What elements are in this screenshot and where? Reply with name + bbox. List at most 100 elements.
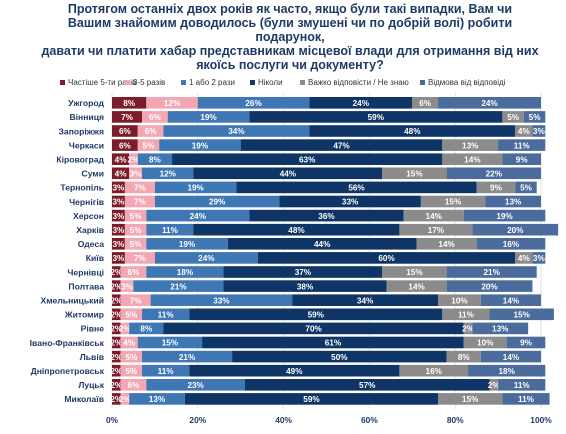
data-label: 8% bbox=[140, 325, 153, 334]
bar-segment bbox=[193, 223, 400, 236]
bar-segment bbox=[120, 393, 130, 405]
bar-segment bbox=[489, 308, 554, 321]
data-label: 8% bbox=[123, 99, 136, 108]
data-label: 49% bbox=[286, 367, 303, 376]
bar-segment bbox=[124, 195, 155, 208]
bar-segment bbox=[438, 294, 481, 306]
data-label: 2% bbox=[119, 395, 132, 404]
data-label: 5% bbox=[125, 311, 138, 320]
data-label: 3% bbox=[533, 127, 546, 136]
bar-segment bbox=[399, 364, 469, 377]
category-label: Ужгород bbox=[68, 98, 104, 108]
data-label: 47% bbox=[333, 141, 350, 150]
bar-segment bbox=[112, 195, 125, 208]
bar-segment bbox=[498, 379, 546, 391]
bar-segment bbox=[142, 167, 194, 180]
bar-segment bbox=[249, 111, 503, 123]
data-label: 5% bbox=[130, 226, 143, 235]
data-label: 59% bbox=[308, 311, 325, 320]
legend: Частіше 5-ти разів 3-5 разів 1 або 2 рази Н… bbox=[60, 76, 560, 88]
x-tick-label: 60% bbox=[361, 415, 378, 425]
data-label: 2% bbox=[110, 395, 123, 404]
x-tick-label: 0% bbox=[106, 415, 119, 425]
data-label: 19% bbox=[187, 184, 204, 193]
data-label: 13% bbox=[505, 198, 522, 207]
data-label: 7% bbox=[134, 198, 147, 207]
bar-segment bbox=[279, 195, 421, 208]
data-label: 15% bbox=[162, 339, 179, 348]
data-label: 4% bbox=[518, 127, 531, 136]
bar-segment bbox=[468, 364, 546, 377]
data-label: 15% bbox=[406, 268, 423, 277]
data-label: 56% bbox=[348, 184, 365, 193]
data-label: 5% bbox=[125, 353, 138, 362]
data-label: 21% bbox=[170, 282, 187, 291]
data-label: 3% bbox=[113, 254, 126, 263]
bar-segment bbox=[112, 308, 121, 321]
data-label: 33% bbox=[342, 198, 359, 207]
data-label: 9% bbox=[520, 339, 533, 348]
category-label: Дніпропетровськ bbox=[31, 366, 105, 376]
data-label: 16% bbox=[426, 367, 443, 376]
bar-segment bbox=[236, 181, 477, 194]
data-label: 20% bbox=[481, 282, 498, 291]
data-label: 10% bbox=[451, 296, 468, 305]
data-label: 50% bbox=[331, 353, 348, 362]
legend-label: Ніколи bbox=[258, 77, 283, 87]
bar-segment bbox=[442, 153, 503, 165]
bar-segment bbox=[112, 111, 143, 123]
bar-segment bbox=[129, 153, 138, 165]
data-label: 38% bbox=[297, 282, 314, 291]
legend-swatch bbox=[250, 79, 255, 85]
data-label: 44% bbox=[314, 240, 331, 249]
data-label: 33% bbox=[213, 296, 230, 305]
bar-segment bbox=[515, 181, 537, 194]
chart-title: Протягом останніх двох років як часто, я… bbox=[41, 2, 539, 72]
data-label: 2% bbox=[110, 311, 123, 320]
data-label: 18% bbox=[498, 367, 515, 376]
bar-segment bbox=[124, 252, 155, 264]
bar-segment bbox=[159, 139, 241, 151]
bar-segment bbox=[137, 153, 173, 165]
bar-segment bbox=[532, 252, 546, 264]
data-label: 5% bbox=[125, 367, 138, 376]
category-label: Тернопіль bbox=[60, 183, 104, 193]
data-label: 11% bbox=[458, 311, 475, 320]
bar-segment bbox=[446, 266, 537, 278]
bar-segment bbox=[197, 97, 310, 109]
data-label: 14% bbox=[408, 282, 425, 291]
category-label: Чернігів bbox=[69, 197, 104, 207]
data-label: 7% bbox=[134, 254, 147, 263]
category-label: Одеса bbox=[78, 239, 104, 249]
data-label: 48% bbox=[288, 226, 305, 235]
bar-segment bbox=[120, 294, 151, 306]
bar-segment bbox=[446, 350, 481, 363]
bar-segment bbox=[112, 294, 121, 306]
legend-item: Відмова від відповіді bbox=[420, 76, 505, 88]
data-label: 24% bbox=[481, 99, 498, 108]
data-label: 70% bbox=[305, 325, 322, 334]
bar-segment bbox=[112, 181, 125, 194]
bar-segment bbox=[463, 209, 546, 222]
bar-segment bbox=[515, 252, 533, 264]
bar-segment bbox=[146, 209, 250, 222]
data-label: 2% bbox=[110, 268, 123, 277]
category-label: Кіровоград bbox=[56, 155, 104, 165]
data-label: 61% bbox=[325, 339, 342, 348]
legend-item: Частіше 5-ти разів bbox=[60, 76, 136, 88]
data-label: 2% bbox=[128, 155, 141, 164]
data-label: 13% bbox=[149, 395, 166, 404]
bar-segment bbox=[382, 266, 447, 278]
legend-swatch bbox=[60, 79, 65, 85]
bar-segment bbox=[489, 379, 499, 391]
bar-segment bbox=[523, 111, 546, 123]
bar-segment bbox=[154, 195, 280, 208]
bar-segment bbox=[244, 379, 490, 391]
bar-segment bbox=[133, 280, 224, 292]
data-label: 59% bbox=[303, 395, 320, 404]
data-label: 48% bbox=[404, 127, 421, 136]
bar-segment bbox=[150, 294, 293, 306]
bar-segment bbox=[146, 97, 198, 109]
data-label: 6% bbox=[128, 268, 141, 277]
